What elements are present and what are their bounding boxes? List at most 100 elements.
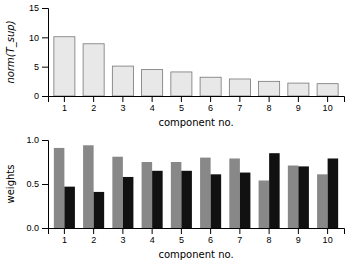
tick: 1: [62, 228, 67, 245]
tick-label: 8: [267, 235, 272, 245]
bar: [328, 158, 339, 228]
tick-mark: [93, 228, 94, 234]
tick-mark: [42, 184, 48, 185]
axis-line: [42, 9, 49, 97]
bar-series: [64, 153, 338, 228]
tick-mark: [239, 228, 240, 234]
tick-mark: [42, 140, 48, 141]
axis-line: [42, 141, 49, 229]
bar: [200, 77, 221, 96]
tick-label: 9: [296, 103, 301, 113]
tick: 5: [179, 228, 184, 245]
tick: 7: [237, 228, 242, 245]
bar: [152, 171, 163, 228]
tick-label: 5: [179, 235, 184, 245]
tick-label: 15: [29, 3, 39, 13]
bar: [181, 171, 192, 228]
bar: [112, 157, 123, 228]
tick-mark: [327, 96, 328, 102]
figure: 05101512345678910component no.norm(T_sup…: [0, 0, 354, 271]
tick: 10: [323, 96, 333, 113]
tick-mark: [269, 228, 270, 234]
x-axis: 12345678910: [49, 96, 345, 113]
tick: 4: [150, 96, 155, 113]
tick-mark: [122, 96, 123, 102]
tick: 0.0: [26, 223, 48, 233]
tick: 1: [62, 96, 67, 113]
bar: [83, 145, 94, 228]
bar: [142, 162, 153, 228]
tick: 3: [120, 96, 125, 113]
y-axis-title: norm(T_sup): [5, 20, 17, 83]
tick: 5: [179, 96, 184, 113]
bar: [171, 162, 182, 228]
y-axis-title: weights: [5, 165, 16, 204]
bars: [54, 37, 338, 96]
tick-mark: [181, 96, 182, 102]
tick-label: 0: [34, 91, 39, 101]
bar: [259, 180, 270, 228]
tick-label: 10: [323, 235, 333, 245]
tick: 15: [29, 3, 48, 13]
tick: 8: [267, 96, 272, 113]
tick-label: 6: [208, 103, 213, 113]
tick-mark: [42, 96, 48, 97]
x-axis-title: component no.: [158, 249, 233, 260]
bar: [64, 187, 75, 228]
bar: [54, 37, 75, 96]
tick-mark: [64, 96, 65, 102]
tick-mark: [181, 228, 182, 234]
bar: [94, 192, 105, 228]
bar: [211, 174, 222, 228]
tick-label: 8: [267, 103, 272, 113]
tick-label: 5: [34, 62, 39, 72]
tick-mark: [298, 228, 299, 234]
tick-label: 4: [150, 235, 155, 245]
bar: [200, 158, 211, 228]
tick-label: 1: [62, 103, 67, 113]
bar: [229, 158, 240, 228]
tick-label: 3: [120, 103, 125, 113]
tick-mark: [239, 96, 240, 102]
tick-label: 1.0: [26, 135, 39, 145]
bar: [259, 81, 280, 96]
bar: [288, 83, 309, 96]
tick-label: 10: [323, 103, 333, 113]
tick-label: 4: [150, 103, 155, 113]
tick-label: 0.5: [26, 179, 39, 189]
tick: 1.0: [26, 135, 48, 145]
tick-label: 6: [208, 235, 213, 245]
bar: [317, 84, 338, 96]
tick-label: 10: [29, 33, 39, 43]
tick: 9: [296, 228, 301, 245]
bar-series: [54, 145, 328, 228]
bar: [54, 148, 65, 228]
axis-line: [49, 229, 345, 235]
bar: [269, 153, 280, 228]
tick-label: 3: [120, 235, 125, 245]
tick: 10: [323, 228, 333, 245]
bar: [240, 173, 251, 228]
tick-mark: [298, 96, 299, 102]
axis-line: [49, 97, 345, 103]
tick-label: 2: [91, 235, 96, 245]
tick-mark: [42, 8, 48, 9]
y-axis: 0.0 0.5 1.0: [26, 135, 48, 233]
panel: 05101512345678910component no.norm(T_sup…: [5, 3, 345, 128]
x-axis: 1 2 3 4 5 6 7 8 9 10: [49, 228, 345, 245]
tick-mark: [152, 228, 153, 234]
tick: 6: [208, 228, 213, 245]
tick-mark: [152, 96, 153, 102]
tick: 7: [237, 96, 242, 113]
tick-mark: [64, 228, 65, 234]
tick: 0.5: [26, 179, 48, 189]
tick: 5: [34, 62, 48, 72]
tick-label: 0.0: [26, 223, 39, 233]
bars: [54, 145, 338, 228]
bar: [83, 44, 104, 96]
tick-mark: [210, 96, 211, 102]
tick: 6: [208, 96, 213, 113]
bar: [288, 166, 299, 228]
tick-label: 7: [237, 235, 242, 245]
bar: [298, 166, 309, 228]
